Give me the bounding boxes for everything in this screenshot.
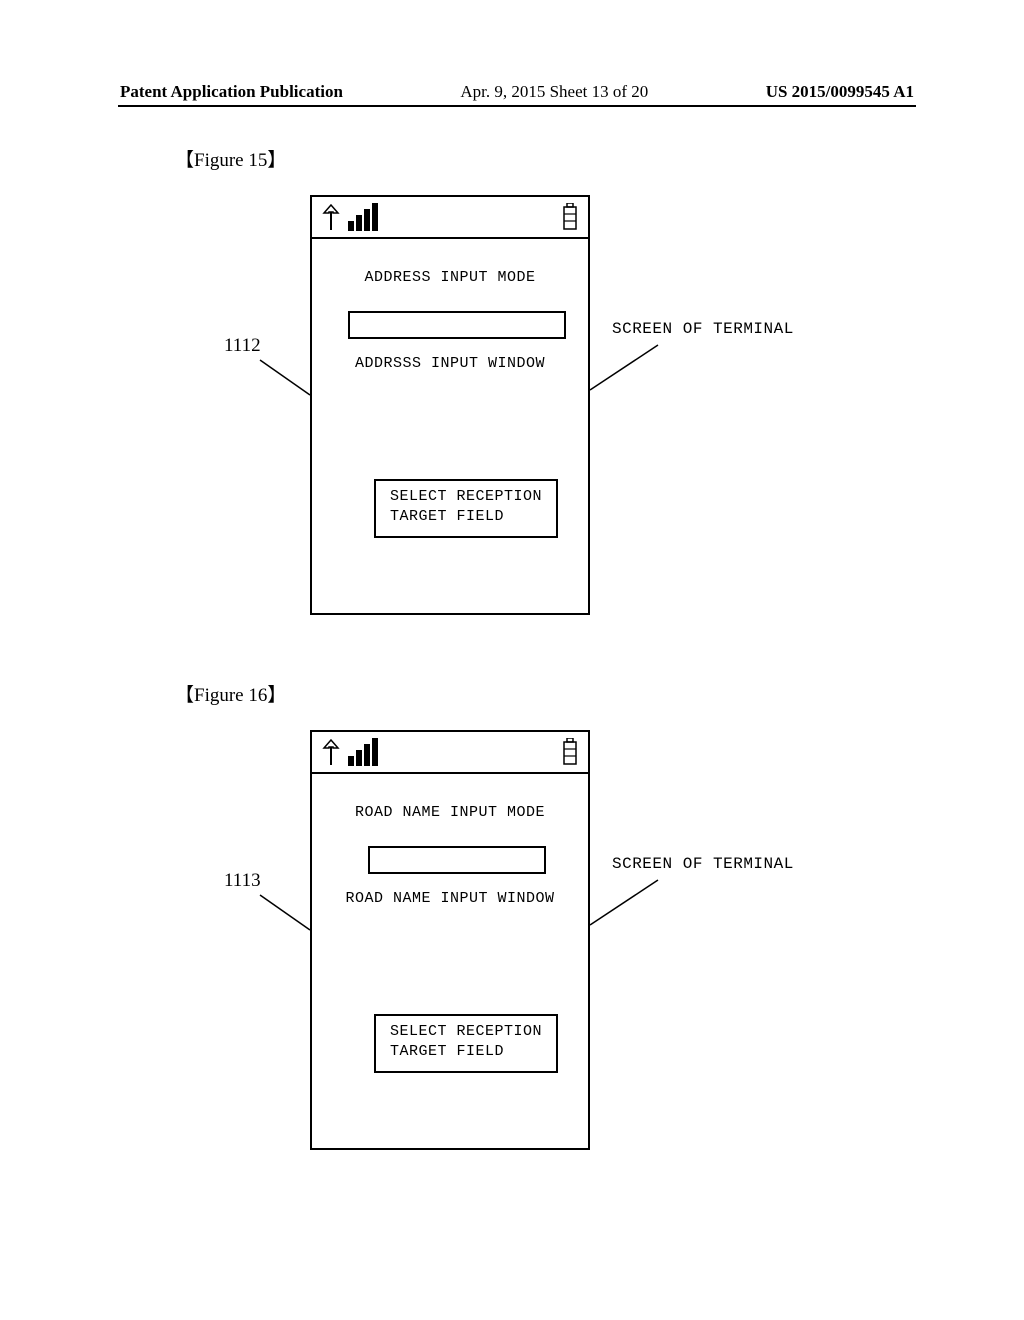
phone-body-15: ADDRESS INPUT MODE ADDRSSS INPUT WINDOW … (312, 239, 588, 613)
input-window-label-15: ADDRSSS INPUT WINDOW (312, 355, 588, 372)
screen-of-terminal-label-16: SCREEN OF TERMINAL (612, 855, 794, 873)
select-btn-l2-16: TARGET FIELD (390, 1043, 504, 1060)
antenna-icon (322, 738, 340, 766)
status-left-15 (322, 203, 378, 231)
ref-number-1112: 1112 (224, 335, 261, 357)
address-input-window[interactable] (348, 311, 566, 339)
status-bar-16 (312, 732, 588, 774)
terminal-screen-16: ROAD NAME INPUT MODE ROAD NAME INPUT WIN… (310, 730, 590, 1150)
page-header: Patent Application Publication Apr. 9, 2… (120, 82, 914, 102)
leader-line-1112 (240, 360, 320, 400)
screen-of-terminal-label-15: SCREEN OF TERMINAL (612, 320, 794, 338)
ref-number-1113: 1113 (224, 870, 261, 892)
signal-bars-icon (348, 203, 378, 231)
header-rule (118, 105, 916, 107)
select-btn-l1-16: SELECT RECEPTION (390, 1023, 542, 1040)
battery-icon (562, 738, 578, 766)
select-btn-l2: TARGET FIELD (390, 508, 504, 525)
figure-15-label: 【Figure 15】 (175, 145, 286, 172)
leader-line-screen-16 (588, 880, 668, 930)
terminal-screen-15: ADDRESS INPUT MODE ADDRSSS INPUT WINDOW … (310, 195, 590, 615)
mode-title-16: ROAD NAME INPUT MODE (312, 804, 588, 821)
signal-bars-icon (348, 738, 378, 766)
road-name-input-window[interactable] (368, 846, 546, 874)
battery-icon (562, 203, 578, 231)
phone-body-16: ROAD NAME INPUT MODE ROAD NAME INPUT WIN… (312, 774, 588, 1148)
select-reception-button-15[interactable]: SELECT RECEPTION TARGET FIELD (374, 479, 558, 538)
antenna-icon (322, 203, 340, 231)
input-window-label-16: ROAD NAME INPUT WINDOW (312, 890, 588, 907)
patent-page: Patent Application Publication Apr. 9, 2… (0, 0, 1024, 1320)
figure-16-label: 【Figure 16】 (175, 680, 286, 707)
select-reception-button-16[interactable]: SELECT RECEPTION TARGET FIELD (374, 1014, 558, 1073)
header-publication: Patent Application Publication (120, 82, 343, 102)
header-date-sheet: Apr. 9, 2015 Sheet 13 of 20 (460, 82, 648, 102)
mode-title-15: ADDRESS INPUT MODE (312, 269, 588, 286)
status-bar-15 (312, 197, 588, 239)
leader-line-screen-15 (588, 345, 668, 395)
status-left-16 (322, 738, 378, 766)
header-pubnum: US 2015/0099545 A1 (766, 82, 914, 102)
leader-line-1113 (240, 895, 320, 935)
select-btn-l1: SELECT RECEPTION (390, 488, 542, 505)
